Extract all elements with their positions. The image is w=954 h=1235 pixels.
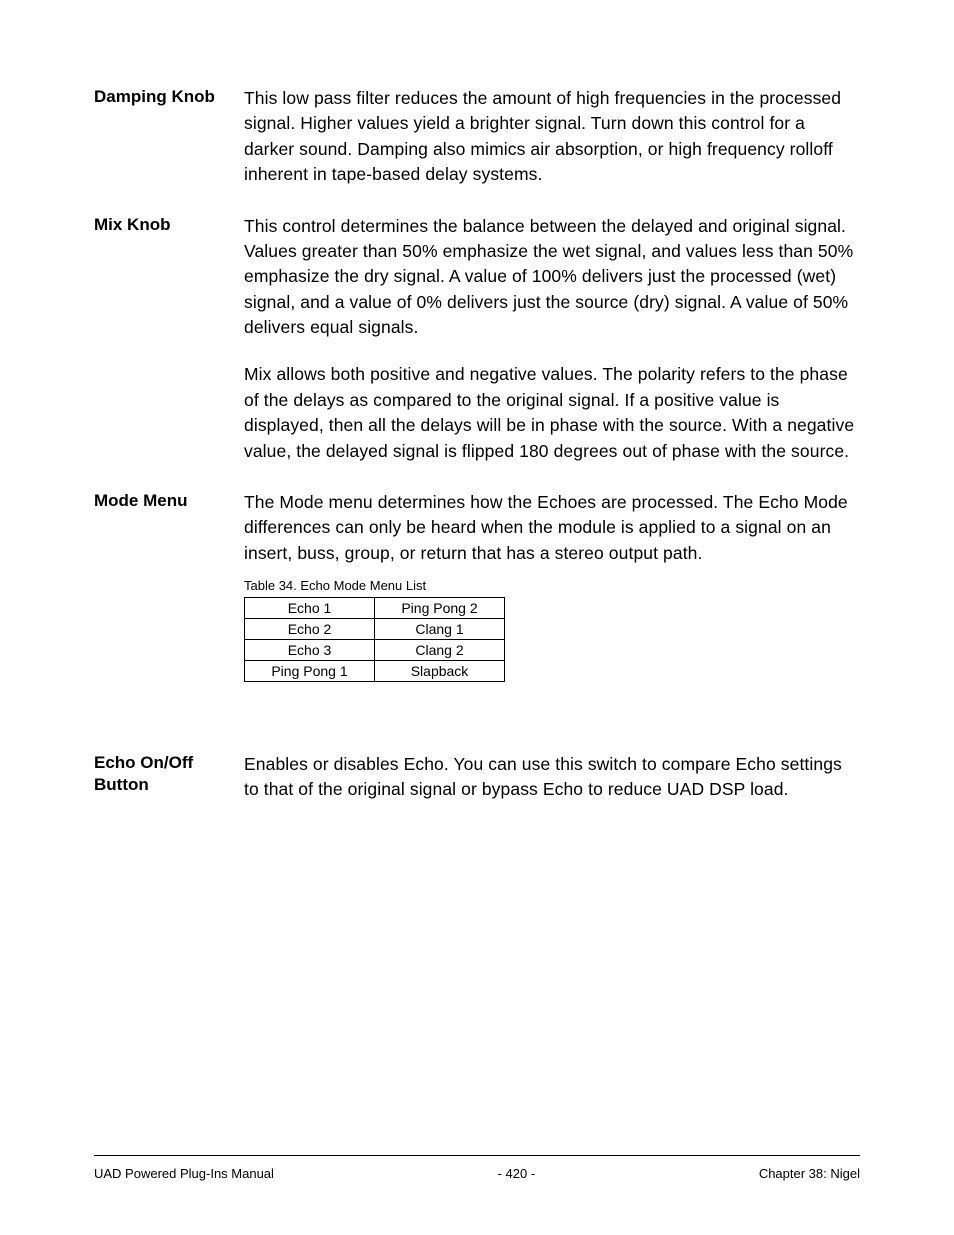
table-cell: Clang 1 (375, 619, 505, 640)
table-cell: Ping Pong 2 (375, 598, 505, 619)
label-column: Echo On/Off Button (94, 752, 244, 796)
table-cell: Slapback (375, 661, 505, 682)
section-damping: Damping Knob This low pass filter reduce… (94, 86, 860, 188)
body-column: The Mode menu determines how the Echoes … (244, 490, 860, 682)
section-mix: Mix Knob This control determines the bal… (94, 214, 860, 464)
spacer (94, 708, 860, 752)
mix-paragraph-2: Mix allows both positive and negative va… (244, 362, 860, 464)
footer-left: UAD Powered Plug-Ins Manual (94, 1166, 274, 1181)
section-echo-onoff: Echo On/Off Button Enables or disables E… (94, 752, 860, 803)
label-column: Mode Menu (94, 490, 244, 512)
manual-page: Damping Knob This low pass filter reduce… (0, 0, 954, 1235)
label-column: Damping Knob (94, 86, 244, 108)
table-cell: Echo 3 (245, 640, 375, 661)
table-row: Ping Pong 1Slapback (245, 661, 505, 682)
table-row: Echo 1Ping Pong 2 (245, 598, 505, 619)
echo-onoff-paragraph: Enables or disables Echo. You can use th… (244, 752, 860, 803)
mode-table: Echo 1Ping Pong 2Echo 2Clang 1Echo 3Clan… (244, 597, 505, 682)
table-row: Echo 2Clang 1 (245, 619, 505, 640)
damping-knob-label: Damping Knob (94, 86, 232, 108)
label-column: Mix Knob (94, 214, 244, 236)
table-cell: Echo 1 (245, 598, 375, 619)
table-cell: Clang 2 (375, 640, 505, 661)
table-row: Echo 3Clang 2 (245, 640, 505, 661)
section-mode: Mode Menu The Mode menu determines how t… (94, 490, 860, 682)
mode-menu-label: Mode Menu (94, 490, 232, 512)
mix-paragraph-1: This control determines the balance betw… (244, 214, 860, 341)
damping-paragraph: This low pass filter reduces the amount … (244, 86, 860, 188)
mix-knob-label: Mix Knob (94, 214, 232, 236)
table-cell: Ping Pong 1 (245, 661, 375, 682)
footer-rule (94, 1155, 860, 1156)
mode-table-body: Echo 1Ping Pong 2Echo 2Clang 1Echo 3Clan… (245, 598, 505, 682)
footer-right: Chapter 38: Nigel (759, 1166, 860, 1181)
mode-paragraph: The Mode menu determines how the Echoes … (244, 490, 860, 566)
table-caption: Table 34. Echo Mode Menu List (244, 578, 860, 593)
body-column: This low pass filter reduces the amount … (244, 86, 860, 188)
body-column: This control determines the balance betw… (244, 214, 860, 464)
footer-row: UAD Powered Plug-Ins Manual - 420 - Chap… (94, 1166, 860, 1181)
footer-center: - 420 - (498, 1166, 536, 1181)
page-footer: UAD Powered Plug-Ins Manual - 420 - Chap… (94, 1155, 860, 1181)
table-cell: Echo 2 (245, 619, 375, 640)
echo-onoff-label: Echo On/Off Button (94, 752, 232, 796)
body-column: Enables or disables Echo. You can use th… (244, 752, 860, 803)
